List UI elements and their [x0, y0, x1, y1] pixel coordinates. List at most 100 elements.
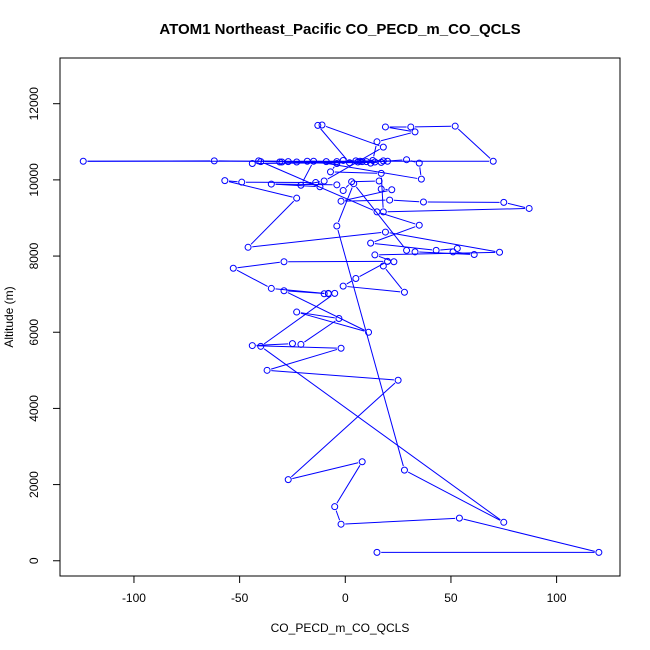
data-point — [314, 121, 322, 129]
data-point — [333, 160, 341, 168]
data-point — [373, 208, 381, 216]
x-tick-label: -100 — [122, 591, 146, 605]
data-point — [333, 222, 341, 230]
x-tick-label: 0 — [342, 591, 349, 605]
series-segment — [393, 199, 420, 203]
y-tick-label: 2000 — [27, 471, 41, 498]
data-point — [386, 196, 394, 204]
data-point — [373, 548, 381, 556]
data-point — [352, 275, 360, 283]
data-point — [326, 168, 334, 176]
data-point — [375, 177, 383, 185]
x-tick-label: 100 — [547, 591, 567, 605]
data-point — [333, 158, 341, 166]
data-point — [379, 157, 387, 165]
data-point — [400, 288, 408, 296]
y-axis-label: Altitude (m) — [2, 286, 16, 347]
series-segment — [419, 251, 471, 255]
series-segment — [463, 518, 595, 552]
data-point — [394, 376, 402, 384]
data-point — [500, 198, 508, 206]
data-point — [415, 159, 423, 167]
series-segment — [236, 269, 268, 287]
series-segment — [389, 127, 411, 132]
data-point — [451, 122, 459, 130]
y-tick-label: 6000 — [27, 319, 41, 346]
data-point — [210, 157, 218, 165]
series-segment — [440, 248, 454, 251]
series-segment — [373, 145, 377, 157]
data-point — [316, 183, 324, 191]
data-point — [403, 246, 411, 254]
data-point — [288, 340, 296, 348]
series-segment — [252, 232, 382, 248]
data-point — [339, 282, 347, 290]
data-point — [377, 158, 385, 166]
series-segment — [346, 280, 353, 285]
x-tick-label: -50 — [231, 591, 249, 605]
series-segment — [291, 382, 396, 478]
data-point — [496, 248, 504, 256]
series-segment — [337, 229, 404, 467]
series-segment — [407, 471, 501, 521]
data-point — [358, 458, 366, 466]
data-point — [248, 342, 256, 350]
data-point — [263, 366, 271, 374]
data-point — [257, 158, 265, 166]
data-point — [415, 221, 423, 229]
data-point — [417, 175, 425, 183]
data-point — [362, 158, 370, 166]
series-segment — [337, 187, 353, 223]
series-segment — [359, 262, 385, 277]
series-segment — [380, 132, 412, 142]
x-axis: -100 -50 0 50 100 — [122, 575, 567, 605]
series-segment — [414, 125, 451, 128]
series-segment — [387, 208, 525, 213]
data-point — [337, 197, 345, 205]
data-point — [403, 156, 411, 164]
data-point — [297, 181, 305, 189]
data-point — [365, 328, 373, 336]
data-point — [525, 204, 533, 212]
series-layer — [79, 121, 603, 556]
data-point — [293, 158, 301, 166]
data-point — [293, 194, 301, 202]
data-point — [407, 123, 415, 131]
chart-title: ATOM1 Northeast_Pacific CO_PECD_m_CO_QCL… — [159, 21, 520, 38]
series-segment — [228, 180, 238, 183]
series-segment — [335, 510, 341, 521]
data-point — [322, 158, 330, 166]
series-segment — [345, 184, 350, 188]
data-point — [276, 158, 284, 166]
data-point — [278, 158, 286, 166]
data-point — [280, 258, 288, 266]
series-segment — [256, 345, 337, 349]
data-point — [384, 157, 392, 165]
series-segment — [334, 171, 378, 174]
data-point — [221, 177, 229, 185]
data-point — [354, 158, 362, 166]
data-point — [284, 476, 292, 484]
data-point — [390, 258, 398, 266]
series-segment — [300, 312, 365, 332]
data-point — [381, 123, 389, 131]
data-point — [449, 248, 457, 256]
y-tick-label: 4000 — [27, 395, 41, 422]
series-segment — [302, 164, 313, 182]
data-point — [411, 128, 419, 136]
data-point — [297, 340, 305, 348]
data-point — [248, 160, 256, 168]
data-point — [318, 121, 326, 129]
y-tick-label: 10000 — [27, 163, 41, 197]
data-point — [381, 228, 389, 236]
data-point — [79, 157, 87, 165]
series-segment — [419, 167, 422, 176]
series-segment — [345, 517, 456, 525]
data-point — [280, 287, 288, 295]
series-segment — [271, 370, 394, 381]
series-segment — [336, 465, 361, 504]
data-point — [350, 180, 358, 188]
series-segment — [325, 125, 380, 147]
data-point — [369, 156, 377, 164]
